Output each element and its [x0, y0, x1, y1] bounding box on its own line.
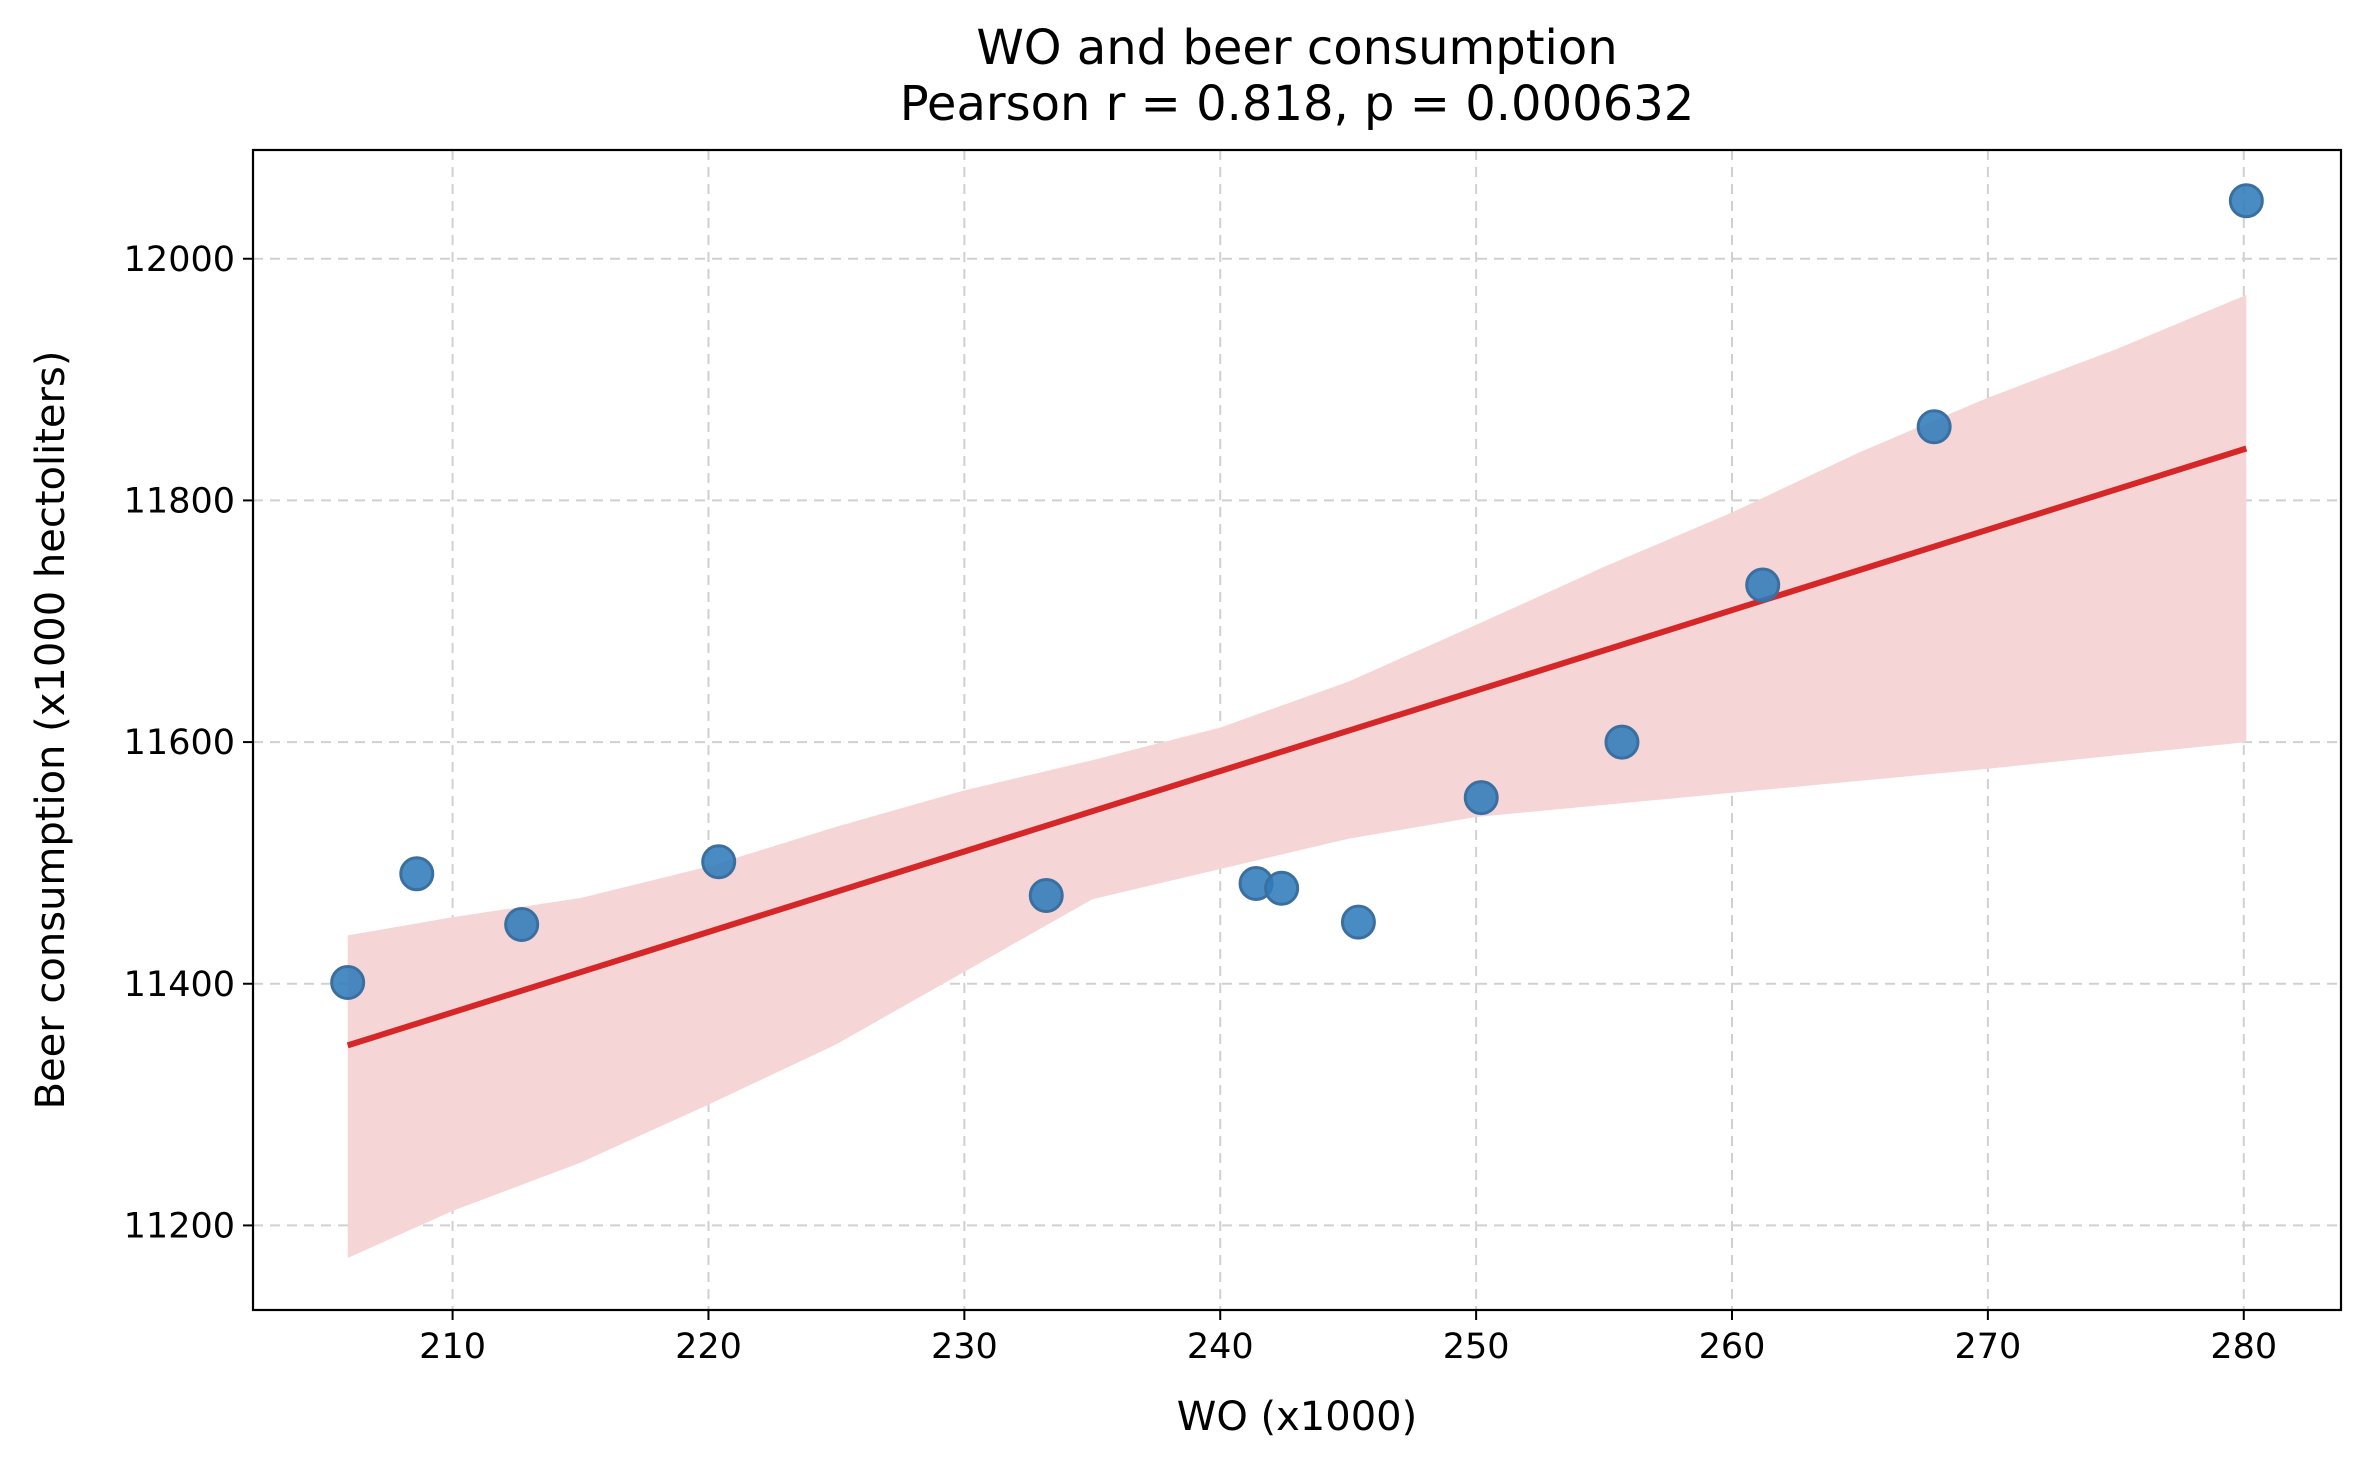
- data-point: [1340, 904, 1376, 940]
- x-tick-label: 280: [2210, 1327, 2277, 1367]
- x-tick-label: 270: [1954, 1327, 2021, 1367]
- data-point: [1463, 780, 1499, 816]
- data-point: [1028, 878, 1064, 914]
- x-tick-label: 240: [1187, 1327, 1254, 1367]
- data-point: [1916, 409, 1952, 445]
- data-point: [1264, 870, 1300, 906]
- x-axis-label: WO (x1000): [1177, 1394, 1417, 1440]
- data-point: [2228, 183, 2264, 219]
- chart-subtitle: Pearson r = 0.818, p = 0.000632: [900, 76, 1695, 132]
- data-point: [701, 844, 737, 880]
- confidence-band: [347, 295, 2247, 1258]
- confidence-band-area: [347, 295, 2247, 1258]
- chart-title: WO and beer consumption: [976, 20, 1617, 76]
- y-axis-label: Beer consumption (x1000 hectoliters): [28, 351, 74, 1110]
- y-axis-ticks: 11200 11400 11600 11800 12000: [124, 240, 253, 1246]
- x-tick-label: 260: [1699, 1327, 1766, 1367]
- y-tick-label: 11400: [124, 965, 235, 1005]
- data-points: [330, 183, 2264, 1001]
- regression-line-stroke: [346, 445, 2248, 1049]
- data-point: [399, 856, 435, 892]
- x-tick-label: 210: [419, 1327, 486, 1367]
- x-tick-label: 230: [931, 1327, 998, 1367]
- data-point: [330, 965, 366, 1001]
- y-tick-label: 11600: [124, 723, 235, 763]
- plot-frame: [251, 148, 2343, 1312]
- y-tick-label: 11200: [124, 1206, 235, 1246]
- x-tick-label: 250: [1443, 1327, 1510, 1367]
- data-point: [1745, 567, 1781, 603]
- x-axis-ticks: 210 220 230 240 250 260 270 280: [419, 1310, 2277, 1367]
- data-point: [1604, 724, 1640, 760]
- regression-line: [346, 445, 2248, 1049]
- data-point: [504, 907, 540, 943]
- x-tick-label: 220: [675, 1327, 742, 1367]
- y-tick-label: 12000: [124, 240, 235, 280]
- y-tick-label: 11800: [124, 481, 235, 521]
